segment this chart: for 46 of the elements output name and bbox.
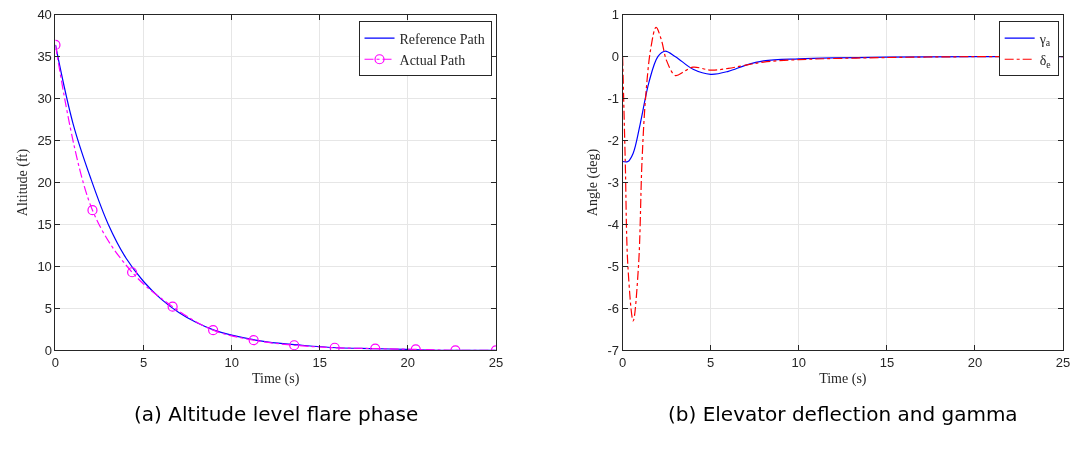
y-tick-label: -1 <box>607 91 620 107</box>
x-tick-label: 25 <box>1055 354 1071 370</box>
y-tick-label: -5 <box>607 258 620 274</box>
y-tick-label: 35 <box>37 49 52 65</box>
point <box>167 301 178 312</box>
point <box>87 205 98 216</box>
legend-label: γ$_{a}$ <box>1038 31 1051 49</box>
y-tick-label: 10 <box>37 258 52 274</box>
point <box>370 343 381 351</box>
x-tick-label: 10 <box>224 354 239 370</box>
x-tick-label: 20 <box>400 354 416 370</box>
legend-label: Actual Path <box>399 52 466 68</box>
point <box>289 340 300 351</box>
text: (a) Altitude level flare phase <box>134 402 419 426</box>
x-tick-label: 15 <box>879 354 895 370</box>
y-axis-title: Angle (deg) <box>585 148 602 217</box>
y-tick-label: -7 <box>607 342 620 358</box>
x-axis-title: Time (s) <box>252 371 300 388</box>
x-tick-label: 5 <box>139 354 148 370</box>
y-tick-label: -3 <box>607 175 620 191</box>
y-axis-title: Altitude (ft) <box>15 148 31 217</box>
y-tick-label: 0 <box>44 342 52 358</box>
y-tick-label: 25 <box>37 133 52 149</box>
x-tick-label: 15 <box>312 354 327 370</box>
point <box>127 267 138 278</box>
x-tick-label: 5 <box>707 354 715 370</box>
y-tick-label: 1 <box>611 7 620 23</box>
legend-label: δ$_{e}$ <box>1039 52 1052 70</box>
y-tick-label: -4 <box>607 217 620 232</box>
y-tick-label: 30 <box>37 91 52 107</box>
legend-label: Reference Path <box>399 31 485 47</box>
x-tick-label: 10 <box>791 354 807 370</box>
x-tick-label: 20 <box>967 354 983 370</box>
y-tick-label: -6 <box>607 300 620 316</box>
point <box>208 325 219 336</box>
y-tick-label: -2 <box>607 133 620 149</box>
x-tick-label: 25 <box>488 354 504 370</box>
y-tick-label: 20 <box>37 175 52 191</box>
x-axis-title: Time (s) <box>819 371 867 388</box>
point <box>248 335 259 346</box>
y-tick-label: 40 <box>37 7 52 23</box>
point <box>329 342 340 351</box>
y-tick-label: 0 <box>611 49 620 65</box>
y-tick-label: 5 <box>44 300 52 316</box>
text: (b) Elevator deflection and gamma <box>668 402 1018 426</box>
y-tick-label: 15 <box>37 217 52 232</box>
